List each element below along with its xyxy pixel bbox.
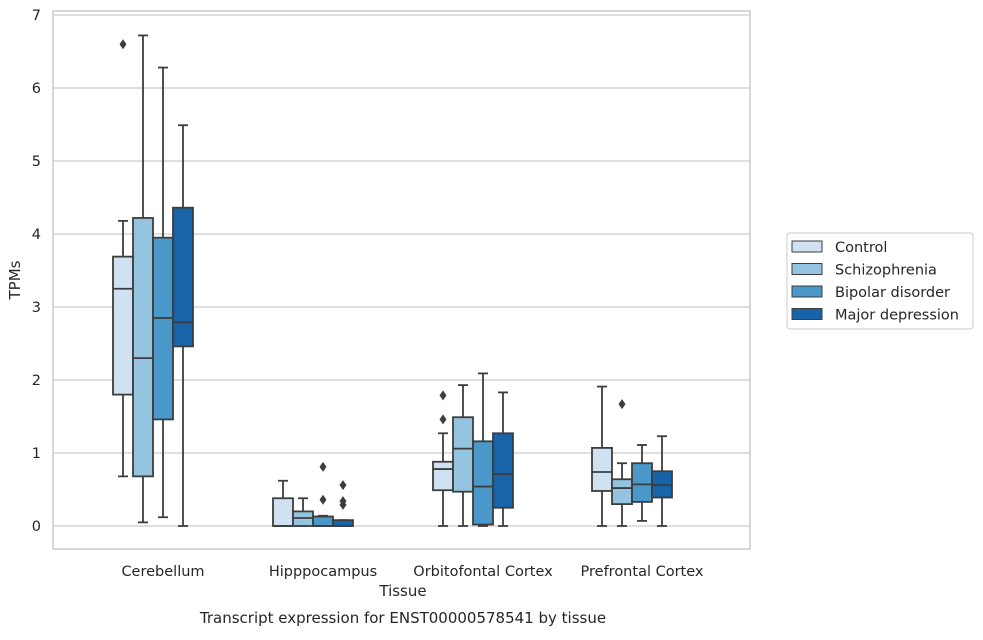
- y-tick-label: 3: [32, 300, 41, 316]
- outlier-point: [319, 494, 327, 505]
- box-1-1: [292, 497, 314, 527]
- box-0-0: [112, 39, 134, 478]
- outlier-point: [119, 39, 127, 50]
- iqr-box: [611, 478, 633, 505]
- outlier-point: [439, 390, 447, 401]
- box-3-0: [591, 385, 613, 527]
- legend-label: Control: [835, 240, 887, 256]
- x-tick-label: Orbitofontal Cortex: [413, 564, 553, 580]
- legend-items: Control Schizophrenia Bipolar disorder Majo…: [791, 240, 959, 324]
- plot-area-frame: [52, 10, 751, 550]
- legend-label: Schizophrenia: [835, 263, 937, 279]
- iqr-box: [132, 217, 154, 478]
- iqr-box: [152, 236, 174, 421]
- iqr-box: [272, 497, 294, 527]
- x-tick-labels: Cerebellum Hipppocampus Orbitofontal Corte…: [121, 564, 703, 580]
- legend-frame: [786, 232, 974, 330]
- box-0-2: [152, 66, 174, 519]
- legend: Control Schizophrenia Bipolar disorder Majo…: [786, 232, 974, 330]
- iqr-box: [591, 446, 613, 492]
- y-tick-label: 6: [32, 81, 41, 97]
- box-3-1: [611, 399, 633, 527]
- iqr-box: [432, 460, 454, 492]
- legend-swatch: [791, 263, 823, 275]
- iqr-box: [492, 432, 514, 509]
- iqr-box: [472, 440, 494, 526]
- box-3-3: [651, 435, 673, 527]
- x-tick-label: Hipppocampus: [269, 564, 377, 580]
- outlier-point: [339, 480, 347, 491]
- outlier-point: [439, 414, 447, 425]
- y-tick-label: 1: [32, 446, 41, 462]
- box-2-1: [452, 384, 474, 527]
- y-tick-label: 7: [32, 8, 41, 24]
- box-0-3: [172, 124, 194, 527]
- x-axis-label: Tissue: [378, 582, 426, 600]
- legend-swatch: [791, 308, 823, 320]
- box-groups: [112, 34, 673, 527]
- iqr-box: [631, 462, 653, 503]
- outlier-point: [319, 461, 327, 472]
- figure-caption: Transcript expression for ENST0000057854…: [199, 609, 606, 627]
- y-tick-label: 2: [32, 373, 41, 389]
- outlier-point: [618, 399, 626, 410]
- y-tick-label: 4: [32, 227, 41, 243]
- x-tick-label: Prefrontal Cortex: [581, 564, 704, 580]
- iqr-box: [452, 416, 474, 493]
- y-tick-label: 0: [32, 519, 41, 535]
- legend-swatch: [791, 240, 823, 253]
- iqr-box: [312, 515, 334, 527]
- box-1-3: [332, 480, 354, 527]
- y-tick-labels: 0 1 2 3 4 5 6 7: [32, 8, 41, 535]
- legend-swatch: [791, 285, 823, 298]
- box-1-0: [272, 479, 294, 527]
- box-2-3: [492, 391, 514, 527]
- y-axis-label: TPMs: [6, 260, 24, 300]
- x-tick-label: Cerebellum: [121, 564, 204, 580]
- legend-label: Bipolar disorder: [835, 285, 950, 301]
- iqr-box: [172, 206, 194, 348]
- legend-label: Major depression: [835, 308, 959, 324]
- y-tick-label: 5: [32, 154, 41, 170]
- box-2-0: [432, 390, 454, 527]
- iqr-box: [112, 255, 134, 396]
- outlier-point: [339, 496, 347, 507]
